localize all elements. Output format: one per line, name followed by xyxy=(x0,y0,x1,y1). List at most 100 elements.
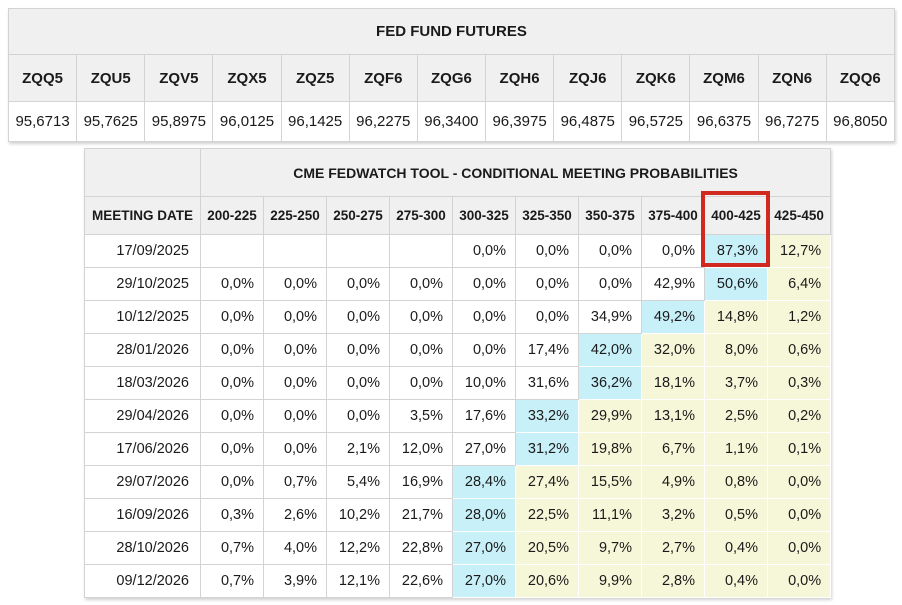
probability-cell: 0,0% xyxy=(326,300,390,334)
futures-contract-header: ZQG6 xyxy=(416,54,486,102)
probability-cell: 0,0% xyxy=(515,300,579,334)
probability-cell: 0,0% xyxy=(515,267,579,301)
probability-cell: 0,0% xyxy=(200,267,264,301)
futures-contract-header: ZQQ5 xyxy=(7,54,78,102)
rate-range-header: 300-325 xyxy=(452,196,516,235)
probability-cell: 0,0% xyxy=(515,234,579,268)
futures-header-row: ZQQ5 ZQU5 ZQV5 ZQX5 ZQZ5 ZQF6 ZQG6 ZQH6 ZQJ6 ZQK6… xyxy=(7,54,895,102)
probability-cell: 0,0% xyxy=(326,267,390,301)
probability-cell: 0,4% xyxy=(704,564,768,598)
probability-cell: 12,2% xyxy=(326,531,390,565)
probability-cell: 2,1% xyxy=(326,432,390,466)
futures-contract-header: ZQJ6 xyxy=(553,54,623,102)
probability-cell: 0,3% xyxy=(766,366,832,400)
futures-title-row: FED FUND FUTURES xyxy=(8,8,895,55)
meeting-date-cell: 18/03/2026 xyxy=(84,366,201,400)
probability-cell: 0,0% xyxy=(200,366,264,400)
probability-cell: 6,7% xyxy=(641,432,705,466)
probability-cell: 20,6% xyxy=(515,564,579,598)
probability-cell: 42,0% xyxy=(578,333,642,367)
probability-cell: 0,0% xyxy=(578,267,642,301)
probability-cell: 17,4% xyxy=(515,333,579,367)
futures-price-cell: 96,5725 xyxy=(621,101,691,142)
probability-cell: 0,0% xyxy=(389,267,453,301)
fedwatch-row: 17/09/2025 0,0% 0,0% 0,0% 0,0% 87,3% 12,7% xyxy=(84,234,832,268)
meeting-date-header: MEETING DATE xyxy=(84,196,201,235)
probability-cell: 0,0% xyxy=(263,432,327,466)
rate-range-header: 375-400 xyxy=(641,196,705,235)
probability-cell: 22,6% xyxy=(389,564,453,598)
probability-cell: 10,0% xyxy=(452,366,516,400)
fedwatch-table-title: CME FEDWATCH TOOL - CONDITIONAL MEETING … xyxy=(199,148,832,197)
probability-cell: 0,0% xyxy=(452,333,516,367)
futures-values-row: 95,6713 95,7625 95,8975 96,0125 96,1425 96,22… xyxy=(7,101,895,142)
meeting-date-cell: 29/07/2026 xyxy=(84,465,201,499)
probability-cell: 0,6% xyxy=(766,333,832,367)
futures-price-cell: 96,2275 xyxy=(348,101,418,142)
probability-cell: 0,5% xyxy=(704,498,768,532)
probability-cell: 2,5% xyxy=(704,399,768,433)
futures-contract-header: ZQH6 xyxy=(484,54,555,102)
probability-cell: 0,0% xyxy=(326,366,390,400)
rate-range-header: 275-300 xyxy=(389,196,453,235)
fedwatch-row: 16/09/2026 0,3% 2,6% 10,2% 21,7% 28,0% 22,5% 11… xyxy=(84,498,832,532)
fedwatch-row: 17/06/2026 0,0% 0,0% 2,1% 12,0% 27,0% 31,2% 19,… xyxy=(84,432,832,466)
probability-cell: 0,0% xyxy=(766,531,832,565)
probability-cell: 0,0% xyxy=(200,399,264,433)
probability-cell: 0,0% xyxy=(326,333,390,367)
probability-cell: 0,0% xyxy=(452,234,516,268)
probability-cell: 9,9% xyxy=(578,564,642,598)
probability-cell: 0,0% xyxy=(578,234,642,268)
probability-cell: 0,0% xyxy=(200,432,264,466)
futures-contract-header: ZQF6 xyxy=(348,54,418,102)
probability-cell: 4,0% xyxy=(263,531,327,565)
probability-cell: 0,0% xyxy=(389,366,453,400)
futures-contract-header: ZQQ6 xyxy=(825,54,895,102)
probability-cell: 0,2% xyxy=(766,399,832,433)
probability-cell: 3,2% xyxy=(641,498,705,532)
probability-cell: 0,0% xyxy=(766,564,832,598)
futures-price-cell: 96,3975 xyxy=(484,101,555,142)
meeting-date-cell: 10/12/2025 xyxy=(84,300,201,334)
probability-cell: 0,0% xyxy=(766,465,832,499)
meeting-date-cell: 29/10/2025 xyxy=(84,267,201,301)
fedwatch-corner-cell xyxy=(84,148,201,197)
futures-price-cell: 95,7625 xyxy=(76,101,146,142)
probability-cell: 4,9% xyxy=(641,465,705,499)
futures-contract-header: ZQV5 xyxy=(144,54,214,102)
probability-cell: 31,2% xyxy=(515,432,579,466)
probability-cell xyxy=(263,234,327,268)
fedwatch-row: 28/10/2026 0,7% 4,0% 12,2% 22,8% 27,0% 20,5% 9,… xyxy=(84,531,832,565)
probability-cell: 12,1% xyxy=(326,564,390,598)
probability-cell: 0,0% xyxy=(389,333,453,367)
probability-cell: 0,0% xyxy=(766,498,832,532)
probability-cell: 3,9% xyxy=(263,564,327,598)
probability-cell: 0,0% xyxy=(200,465,264,499)
probability-cell: 0,7% xyxy=(200,564,264,598)
probability-cell: 31,6% xyxy=(515,366,579,400)
futures-price-cell: 96,3400 xyxy=(416,101,486,142)
fedwatch-row: 10/12/2025 0,0% 0,0% 0,0% 0,0% 0,0% 0,0% 34,9% 4… xyxy=(84,300,832,334)
probability-cell xyxy=(389,234,453,268)
probability-cell: 3,7% xyxy=(704,366,768,400)
probability-cell: 0,0% xyxy=(263,267,327,301)
probability-cell: 10,2% xyxy=(326,498,390,532)
rate-range-header: 250-275 xyxy=(326,196,390,235)
probability-cell: 0,0% xyxy=(200,300,264,334)
futures-contract-header: ZQZ5 xyxy=(280,54,350,102)
fedwatch-row: 29/07/2026 0,0% 0,7% 5,4% 16,9% 28,4% 27,4% 15,… xyxy=(84,465,832,499)
probability-cell: 50,6% xyxy=(704,267,768,301)
futures-contract-header: ZQM6 xyxy=(689,54,759,102)
fedwatch-table-container: CME FEDWATCH TOOL - CONDITIONAL MEETING … xyxy=(84,148,832,598)
rate-range-header: 200-225 xyxy=(200,196,264,235)
probability-cell: 8,0% xyxy=(704,333,768,367)
probability-cell: 0,0% xyxy=(200,333,264,367)
fedwatch-row: 29/10/2025 0,0% 0,0% 0,0% 0,0% 0,0% 0,0% 0,0% 42… xyxy=(84,267,832,301)
rate-range-header: 425-450 xyxy=(766,196,832,235)
probability-cell: 11,1% xyxy=(578,498,642,532)
probability-cell: 0,0% xyxy=(452,267,516,301)
probability-cell: 0,8% xyxy=(704,465,768,499)
fedwatch-row: 29/04/2026 0,0% 0,0% 0,0% 3,5% 17,6% 33,2% 29,9… xyxy=(84,399,832,433)
probability-cell: 0,7% xyxy=(263,465,327,499)
probability-cell: 33,2% xyxy=(515,399,579,433)
